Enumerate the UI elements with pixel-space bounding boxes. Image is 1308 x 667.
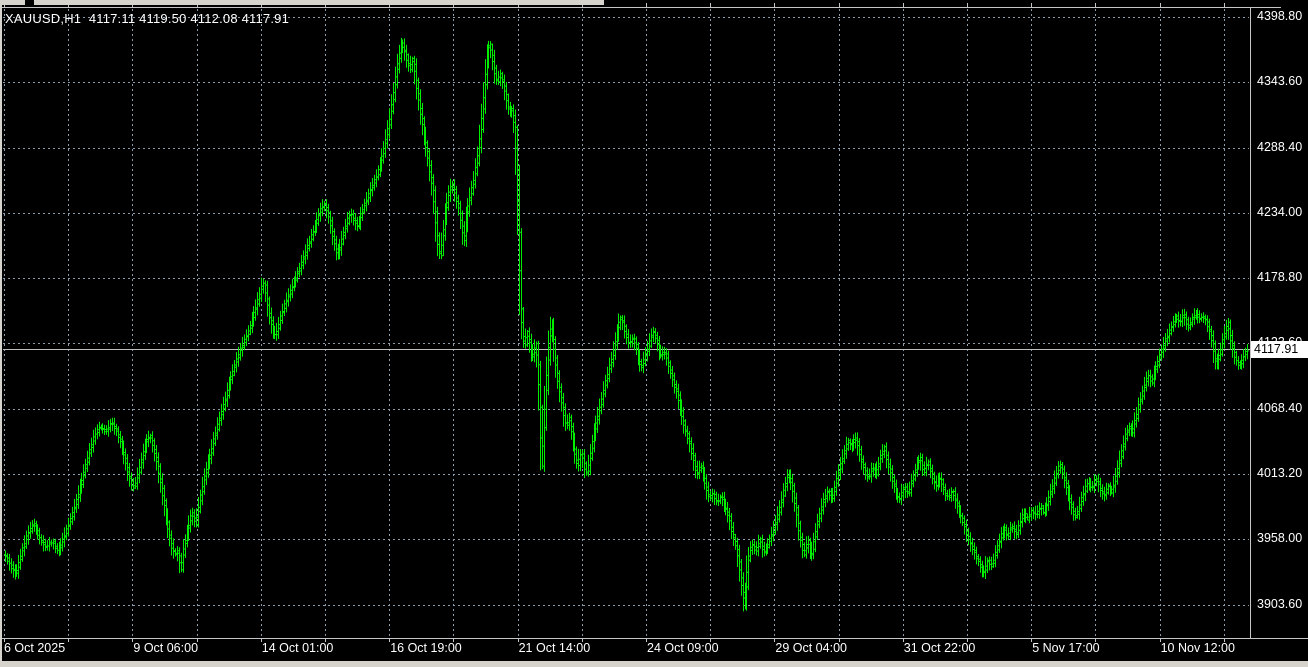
chart-path <box>4 37 1249 612</box>
window-bottom-border <box>0 661 1308 667</box>
time-axis-label: 16 Oct 19:00 <box>390 641 462 655</box>
chart-path <box>4 3 1225 642</box>
time-axis-label: 24 Oct 09:00 <box>647 641 719 655</box>
time-axis-label: 6 Oct 2025 <box>4 641 66 655</box>
price-axis-label: 4398.80 <box>1257 9 1303 23</box>
price-axis-label: 4178.80 <box>1257 270 1303 285</box>
price-axis-label: 4013.20 <box>1257 465 1303 480</box>
time-axis-label: 14 Oct 01:00 <box>261 641 334 655</box>
price-axis-label: 4234.00 <box>1257 204 1303 219</box>
time-axis-label: 5 Nov 17:00 <box>1032 641 1100 655</box>
time-axis[interactable]: 6 Oct 2025 9 Oct 06:00 14 Oct 01:00 16 Oct … <box>0 641 1308 660</box>
window-top-border <box>0 0 604 5</box>
price-axis-label: 3958.00 <box>1257 531 1303 546</box>
time-axis-label: 29 Oct 04:00 <box>775 641 847 655</box>
price-axis-label: 4343.60 <box>1257 74 1303 89</box>
chart-title-ohlc: XAUUSD,H1 4117.11 4119.50 4112.08 4117.9… <box>5 11 290 26</box>
price-axis-label: 4288.40 <box>1257 139 1303 154</box>
time-axis-label: 10 Nov 12:00 <box>1160 641 1235 655</box>
time-axis-label: 31 Oct 22:00 <box>903 641 976 655</box>
time-axis-label: 9 Oct 06:00 <box>133 641 199 655</box>
chart-path <box>0 7 1308 639</box>
price-axis-label: 4068.40 <box>1257 400 1303 415</box>
current-price-label: 4117.91 <box>1251 340 1308 358</box>
price-axis-label: 3903.60 <box>1257 596 1303 611</box>
window-top-border-notch <box>25 0 34 5</box>
window-left-border <box>0 0 2 667</box>
time-axis-label: 21 Oct 14:00 <box>518 641 591 655</box>
